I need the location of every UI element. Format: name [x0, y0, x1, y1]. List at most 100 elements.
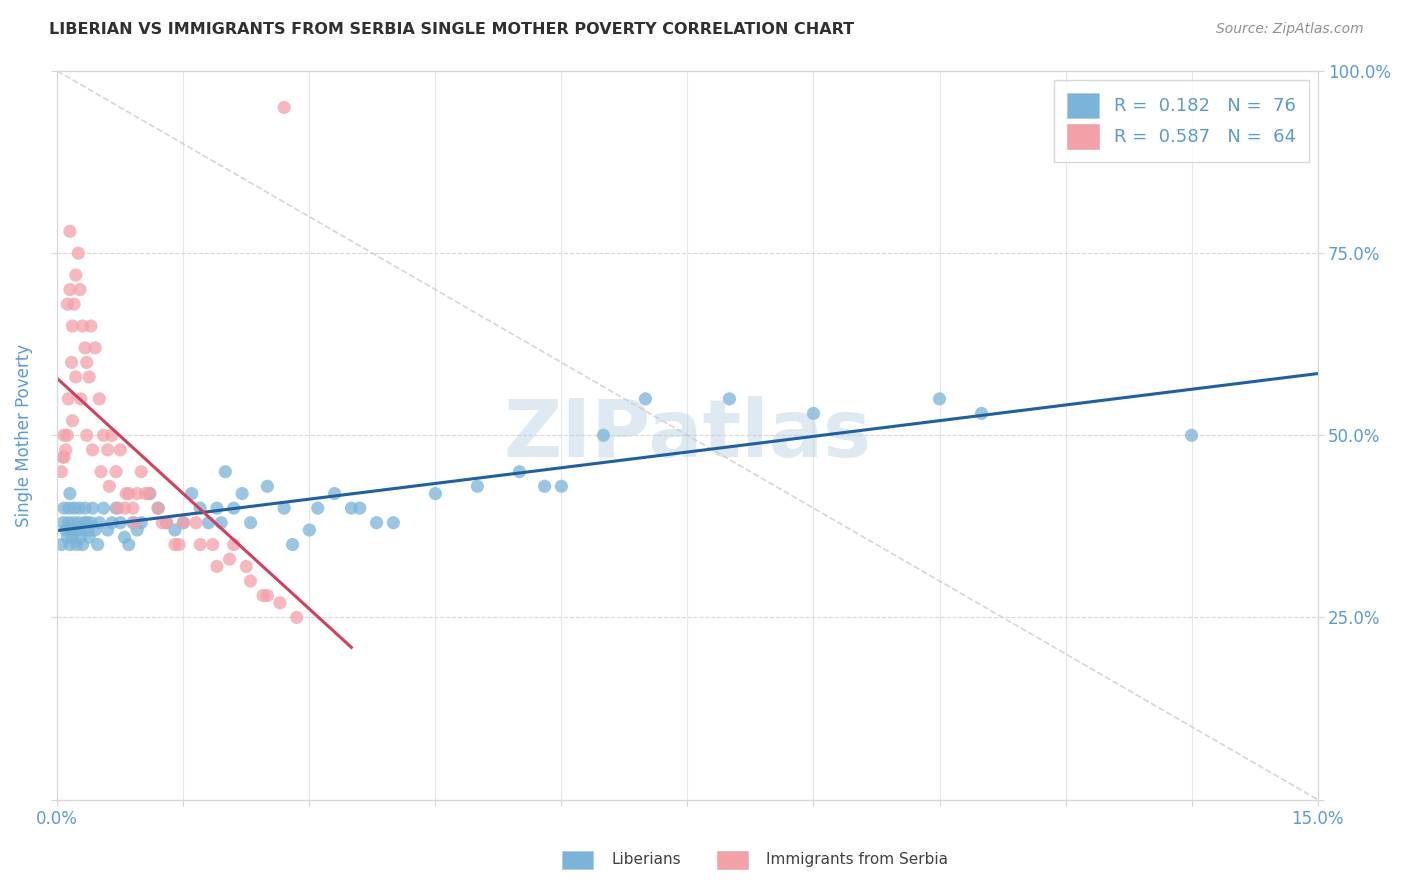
Point	[285, 610, 308, 624]
Point	[115, 486, 138, 500]
Point	[105, 465, 128, 479]
Point	[122, 501, 145, 516]
Point	[51, 537, 73, 551]
Point	[214, 465, 236, 479]
Point	[239, 574, 262, 588]
Point	[72, 537, 94, 551]
Point	[52, 516, 75, 530]
Y-axis label: Single Mother Poverty: Single Mother Poverty	[15, 343, 32, 527]
Point	[222, 501, 245, 516]
Point	[55, 523, 77, 537]
Point	[56, 530, 79, 544]
Point	[118, 537, 141, 551]
Point	[131, 465, 153, 479]
Point	[155, 516, 177, 530]
Point	[58, 392, 80, 406]
Point	[970, 406, 993, 420]
Point	[69, 283, 91, 297]
Point	[110, 516, 132, 530]
Point	[65, 370, 87, 384]
Point	[718, 392, 741, 406]
Point	[51, 465, 73, 479]
Point	[76, 355, 98, 369]
Point	[84, 523, 107, 537]
Point	[72, 318, 94, 333]
Point	[273, 501, 295, 516]
Point	[201, 537, 224, 551]
Point	[349, 501, 371, 516]
Point	[93, 428, 115, 442]
Point	[82, 501, 104, 516]
Point	[163, 537, 186, 551]
Point	[62, 516, 84, 530]
Point	[59, 537, 82, 551]
Point	[150, 516, 173, 530]
Point	[340, 501, 363, 516]
Point	[533, 479, 555, 493]
Point	[323, 486, 346, 500]
Text: LIBERIAN VS IMMIGRANTS FROM SERBIA SINGLE MOTHER POVERTY CORRELATION CHART: LIBERIAN VS IMMIGRANTS FROM SERBIA SINGL…	[49, 22, 855, 37]
Point	[66, 537, 89, 551]
Text: Immigrants from Serbia: Immigrants from Serbia	[766, 852, 948, 867]
Point	[101, 428, 124, 442]
Point	[67, 516, 90, 530]
Point	[63, 297, 86, 311]
Point	[58, 501, 80, 516]
Point	[273, 100, 295, 114]
Point	[98, 479, 121, 493]
Point	[167, 537, 190, 551]
Point	[80, 516, 103, 530]
Point	[101, 516, 124, 530]
Point	[239, 516, 262, 530]
Point	[218, 552, 240, 566]
Point	[56, 428, 79, 442]
Point	[60, 523, 83, 537]
Point	[197, 516, 219, 530]
Point	[93, 501, 115, 516]
Point	[184, 516, 207, 530]
Point	[172, 516, 194, 530]
Point	[188, 537, 211, 551]
Text: Liberians: Liberians	[612, 852, 682, 867]
Point	[82, 442, 104, 457]
Point	[118, 486, 141, 500]
Point	[146, 501, 169, 516]
Point	[222, 537, 245, 551]
Point	[366, 516, 388, 530]
Point	[77, 523, 100, 537]
Point	[97, 523, 120, 537]
Point	[73, 516, 96, 530]
Point	[52, 450, 75, 464]
Point	[59, 224, 82, 238]
Point	[62, 530, 84, 544]
Text: Source: ZipAtlas.com: Source: ZipAtlas.com	[1216, 22, 1364, 37]
Text: ZIPatlas: ZIPatlas	[503, 396, 872, 475]
Point	[163, 523, 186, 537]
Point	[138, 486, 160, 500]
Point	[65, 268, 87, 282]
Point	[69, 523, 91, 537]
Point	[188, 501, 211, 516]
Point	[256, 589, 278, 603]
Point	[122, 516, 145, 530]
Point	[205, 559, 228, 574]
Point	[67, 501, 90, 516]
Point	[110, 442, 132, 457]
Point	[76, 516, 98, 530]
Point	[73, 501, 96, 516]
Point	[508, 465, 530, 479]
Point	[114, 530, 136, 544]
Point	[90, 465, 112, 479]
Point	[138, 486, 160, 500]
Point	[62, 318, 84, 333]
Point	[97, 442, 120, 457]
Point	[53, 501, 76, 516]
Point	[77, 370, 100, 384]
Point	[55, 442, 77, 457]
Point	[59, 283, 82, 297]
Point	[63, 501, 86, 516]
Point	[180, 486, 202, 500]
Point	[77, 530, 100, 544]
Point	[298, 523, 321, 537]
Point	[281, 537, 304, 551]
